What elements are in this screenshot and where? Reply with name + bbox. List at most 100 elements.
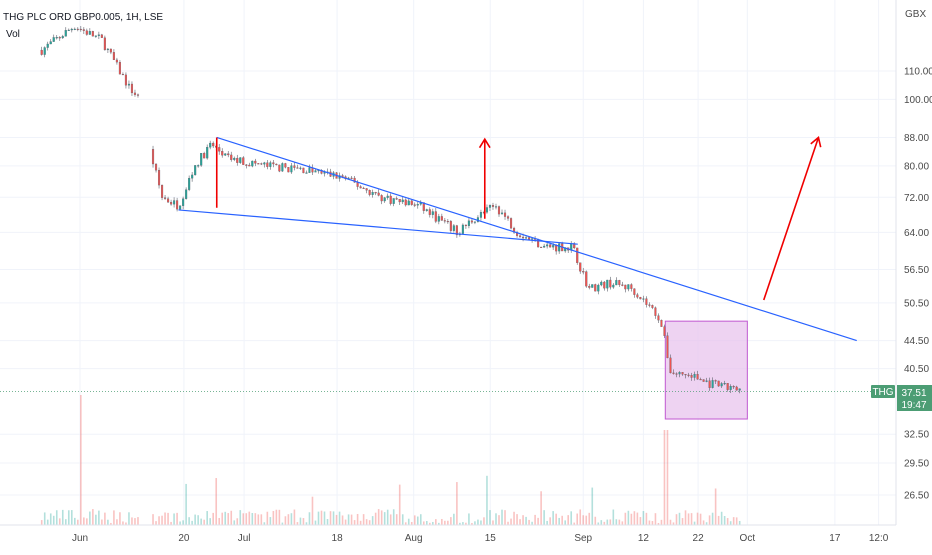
- volume-bar: [444, 520, 446, 525]
- candle: [440, 216, 443, 221]
- candle: [133, 92, 137, 95]
- volume-bar: [546, 520, 548, 525]
- candle: [248, 164, 251, 167]
- volume-bar: [128, 512, 130, 525]
- volume-bar: [669, 519, 672, 525]
- candle: [182, 198, 185, 206]
- volume-bar: [188, 517, 190, 525]
- candle: [660, 319, 663, 327]
- volume-bar: [624, 512, 627, 525]
- breakout-arrow[interactable]: [478, 137, 491, 219]
- candle: [651, 305, 654, 308]
- volume-bar: [113, 510, 115, 525]
- candle: [383, 197, 386, 202]
- volume-bar: [182, 520, 184, 525]
- candle: [97, 34, 100, 36]
- volume-bar: [597, 522, 600, 525]
- volume-bar: [588, 512, 591, 525]
- candle: [543, 245, 546, 248]
- candle: [735, 386, 738, 391]
- candle: [395, 198, 398, 200]
- time-axis[interactable]: Jun 20 Jul 18 Aug 15 Sep 12 22 Oct 17 12:0: [72, 533, 889, 544]
- volume-bar: [600, 520, 603, 525]
- x-tick-label: 22: [693, 533, 705, 544]
- volume-bar: [248, 511, 251, 525]
- candle: [717, 380, 720, 387]
- volume-bar: [389, 514, 392, 525]
- chart-legend[interactable]: THG PLC ORD GBP0.005, 1H, LSE Vol: [3, 12, 163, 40]
- target-arrow[interactable]: [762, 136, 822, 301]
- volume-bar: [735, 517, 738, 525]
- volume-bar: [70, 510, 73, 525]
- volume-bar: [558, 517, 560, 525]
- legend-volume-label[interactable]: Vol: [6, 29, 20, 40]
- highlight-box[interactable]: [664, 320, 748, 420]
- candle: [699, 379, 702, 381]
- upper-trendline[interactable]: [216, 136, 857, 342]
- highlight-box-layer: [664, 320, 748, 420]
- candle: [684, 374, 687, 376]
- lower-trendline[interactable]: [178, 209, 578, 245]
- volume-bar: [290, 513, 293, 525]
- candle: [112, 52, 115, 61]
- candle: [528, 237, 531, 240]
- candle: [392, 198, 395, 204]
- volume-bar: [579, 509, 582, 525]
- volume-bar: [197, 515, 199, 525]
- candle: [642, 298, 645, 300]
- candle: [579, 262, 582, 272]
- volume-bar: [254, 513, 257, 525]
- volume-bar: [203, 519, 205, 525]
- volume-bar: [305, 522, 308, 525]
- candle: [233, 157, 236, 160]
- candle: [230, 154, 233, 160]
- candle: [696, 374, 699, 380]
- volume-bar: [230, 510, 233, 525]
- volume-bar: [534, 514, 536, 525]
- volume-bar: [615, 519, 618, 525]
- candle: [594, 284, 597, 292]
- volume-bar: [332, 511, 335, 525]
- volume-bar: [486, 475, 488, 525]
- volume-bar: [483, 517, 485, 525]
- volume-bar: [137, 517, 139, 525]
- candle: [509, 218, 513, 229]
- candle: [425, 209, 428, 211]
- candle: [531, 238, 534, 240]
- candle: [585, 271, 588, 287]
- volume-bar: [468, 513, 470, 525]
- volume-bar: [537, 517, 539, 525]
- volume-bar: [489, 510, 491, 525]
- candle: [485, 207, 489, 213]
- volume-bar: [242, 513, 245, 525]
- candle: [591, 284, 594, 288]
- candle: [76, 28, 79, 30]
- annotation-layer[interactable]: [0, 136, 896, 392]
- candle: [612, 284, 615, 288]
- price-axis[interactable]: 110.00 100.00 88.00 80.00 72.00 64.00 56.50 50.…: [904, 67, 932, 502]
- volume-bar: [218, 517, 221, 525]
- volume-bar: [726, 518, 729, 525]
- volume-bar: [510, 518, 512, 525]
- legend-title[interactable]: THG PLC ORD GBP0.005, 1H, LSE: [3, 12, 163, 23]
- candle: [374, 192, 377, 194]
- volume-bar: [74, 517, 76, 525]
- volume-bar: [293, 509, 296, 525]
- candle: [389, 195, 392, 204]
- candle: [359, 186, 362, 189]
- volume-bar: [410, 521, 413, 525]
- volume-bar: [46, 519, 49, 525]
- candle: [224, 153, 227, 156]
- candle: [70, 28, 73, 31]
- volume-bar: [407, 518, 410, 525]
- volume-bar: [350, 514, 353, 525]
- candle: [648, 304, 651, 306]
- volume-bar: [356, 513, 359, 525]
- y-tick-label: 110.00: [904, 67, 932, 78]
- candle: [552, 245, 555, 248]
- candle: [654, 307, 657, 316]
- volume-bar: [585, 515, 588, 525]
- volume-bar: [83, 517, 85, 525]
